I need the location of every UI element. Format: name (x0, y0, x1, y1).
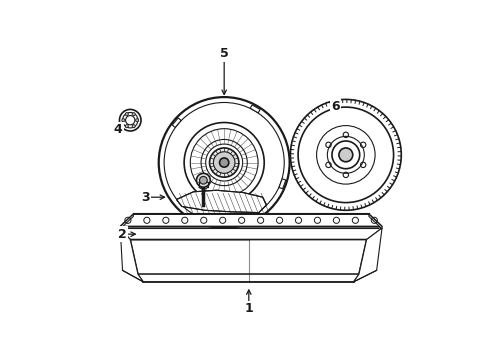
Polygon shape (209, 221, 219, 226)
Polygon shape (250, 105, 260, 113)
Polygon shape (138, 274, 359, 282)
Circle shape (213, 152, 235, 173)
Circle shape (220, 158, 229, 167)
Circle shape (136, 119, 139, 122)
Text: 3: 3 (141, 191, 150, 204)
Circle shape (199, 176, 207, 184)
Text: 1: 1 (245, 302, 253, 315)
Text: 6: 6 (332, 100, 340, 113)
Circle shape (339, 148, 353, 162)
Circle shape (132, 125, 135, 128)
Circle shape (132, 113, 135, 116)
Text: 5: 5 (220, 48, 228, 60)
Polygon shape (120, 228, 382, 239)
Polygon shape (120, 214, 133, 229)
Polygon shape (369, 214, 382, 229)
Polygon shape (354, 228, 382, 282)
Polygon shape (172, 118, 181, 127)
Circle shape (210, 148, 239, 177)
Polygon shape (130, 239, 367, 274)
Circle shape (125, 125, 128, 128)
Polygon shape (120, 228, 143, 282)
Circle shape (122, 119, 125, 122)
Text: 4: 4 (114, 123, 122, 136)
Polygon shape (279, 179, 286, 189)
Polygon shape (120, 214, 382, 226)
Polygon shape (176, 190, 267, 213)
Text: 2: 2 (118, 228, 127, 240)
Circle shape (196, 173, 210, 187)
Circle shape (125, 113, 128, 116)
